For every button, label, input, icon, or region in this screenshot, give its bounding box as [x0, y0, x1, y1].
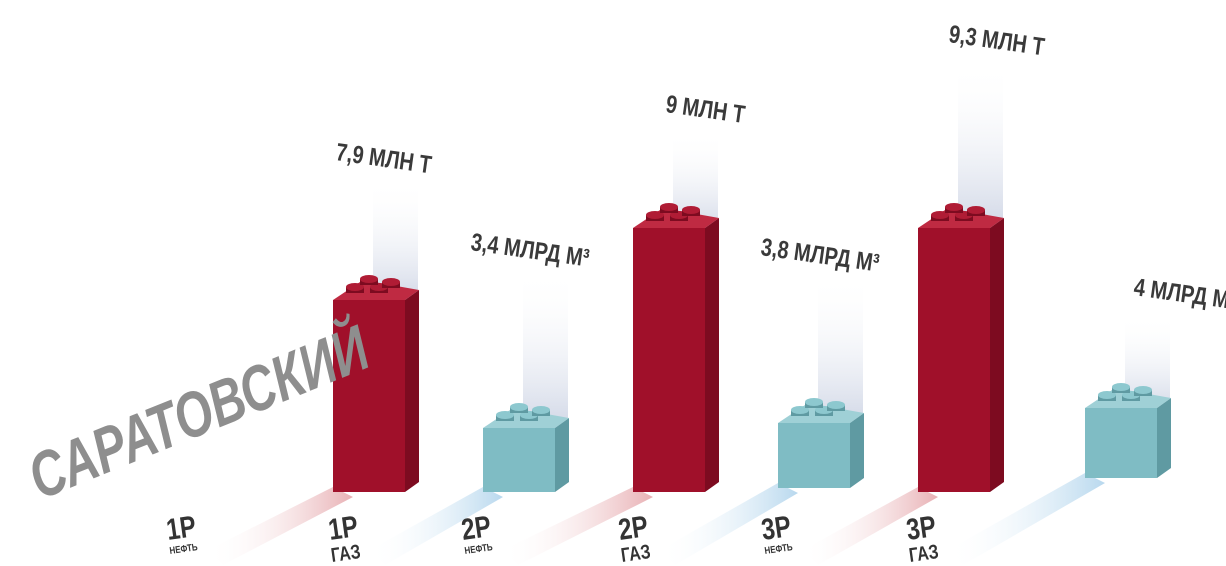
block-front — [333, 300, 405, 492]
block-side — [705, 218, 719, 492]
stud — [660, 203, 678, 211]
floor-beam — [948, 473, 1105, 565]
category-sublabel: ГАЗ — [330, 540, 362, 566]
block-front — [483, 428, 555, 492]
stud — [1134, 386, 1152, 394]
category-label: 1Р — [164, 509, 198, 547]
floor-beam — [208, 487, 353, 565]
block-side — [850, 413, 864, 488]
floor-beams — [208, 473, 1105, 565]
floor-beam — [503, 487, 653, 565]
stud — [346, 283, 364, 291]
value-label: 3,8 МЛРД М³ — [759, 233, 881, 277]
value-label: 4 МЛРД М³ — [1132, 273, 1226, 315]
title: САРАТОВСКИЙ — [18, 309, 380, 512]
category-sublabel: НЕФТЬ — [169, 541, 199, 556]
value-label: 7,9 МЛН Т — [334, 138, 433, 179]
block-front — [918, 228, 990, 492]
stud — [360, 275, 378, 283]
block-front — [633, 228, 705, 492]
category-sublabel: ГАЗ — [620, 540, 652, 566]
block-front — [778, 423, 850, 488]
stud — [510, 403, 528, 411]
stud — [646, 211, 664, 219]
category-sublabel: ГАЗ — [908, 540, 940, 566]
stud — [805, 398, 823, 406]
category-sublabel: НЕФТЬ — [764, 541, 794, 556]
floor-beam — [370, 487, 503, 565]
category-label: 3Р — [759, 509, 793, 547]
block-side — [555, 418, 569, 492]
value-label: 9 МЛН Т — [664, 90, 747, 128]
category-label: 3Р — [904, 509, 938, 547]
category-label: 2Р — [616, 509, 650, 547]
value-label: 9,3 МЛН Т — [947, 20, 1046, 61]
floor-beam — [803, 487, 938, 565]
stud — [791, 406, 809, 414]
block-front — [1085, 408, 1157, 478]
block-side — [990, 218, 1004, 492]
block-side — [405, 290, 419, 492]
stud — [682, 206, 700, 214]
stud — [532, 406, 550, 414]
value-label: 3,4 МЛРД М³ — [469, 228, 591, 272]
block-side — [1157, 398, 1171, 478]
stud — [382, 278, 400, 286]
category-label: 2Р — [459, 509, 493, 547]
stud — [827, 401, 845, 409]
stud — [931, 211, 949, 219]
stud — [1098, 391, 1116, 399]
stud — [945, 203, 963, 211]
stud — [967, 206, 985, 214]
floor-beam — [660, 483, 798, 565]
category-sublabel: НЕФТЬ — [464, 541, 494, 556]
blocks — [333, 203, 1171, 492]
category-label: 1Р — [326, 509, 360, 547]
stud — [496, 411, 514, 419]
stud — [1112, 383, 1130, 391]
